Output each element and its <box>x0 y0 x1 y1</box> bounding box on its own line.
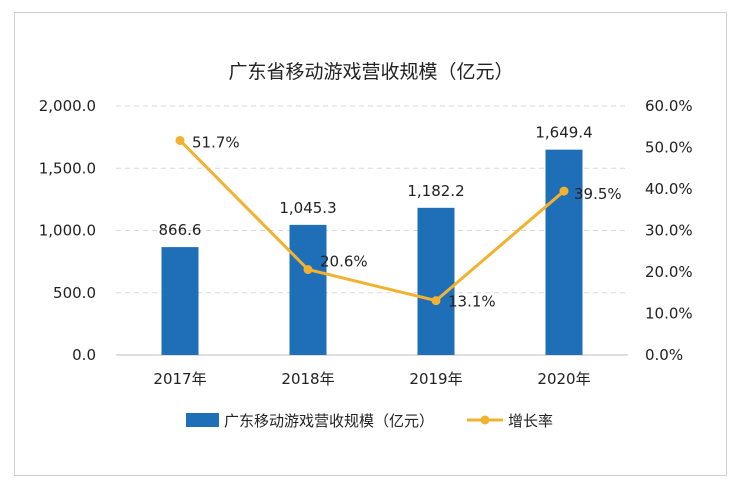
x-axis-tick-label: 2019年 <box>409 370 462 388</box>
legend-bar-label: 广东移动游戏营收规模（亿元） <box>224 412 434 430</box>
line-data-labels: 51.7% 20.6% 13.1% 39.5% <box>192 133 622 310</box>
bar-value-label: 1,649.4 <box>535 124 592 142</box>
legend-bar-swatch <box>186 413 219 427</box>
bar-value-label: 1,045.3 <box>279 199 336 217</box>
growth-rate-point <box>431 296 441 306</box>
right-axis-tick-label: 10.0% <box>645 305 693 323</box>
growth-rate-point <box>175 135 185 145</box>
left-axis-tick-label: 2,000.0 <box>39 97 96 115</box>
right-axis-tick-label: 0.0% <box>645 346 683 364</box>
growth-rate-label: 20.6% <box>320 253 368 271</box>
bar-value-label: 866.6 <box>159 221 202 239</box>
line-series <box>175 135 569 306</box>
growth-rate-label: 13.1% <box>448 293 496 311</box>
x-axis-tick-label: 2018年 <box>281 370 334 388</box>
growth-rate-label: 51.7% <box>192 133 240 151</box>
left-axis-tick-label: 1,500.0 <box>39 159 96 177</box>
x-axis-ticks: 2017年 2018年 2019年 2020年 <box>153 370 590 388</box>
growth-rate-point <box>303 265 313 275</box>
right-axis-tick-label: 60.0% <box>645 97 693 115</box>
right-axis-ticks: 0.0% 10.0% 20.0% 30.0% 40.0% 50.0% 60.0% <box>645 97 693 364</box>
growth-rate-point <box>559 186 569 196</box>
bar-data-labels: 866.6 1,045.3 1,182.2 1,649.4 <box>159 124 593 239</box>
bar <box>161 247 199 355</box>
bar-value-label: 1,182.2 <box>407 182 464 200</box>
right-axis-tick-label: 30.0% <box>645 222 693 240</box>
growth-rate-label: 39.5% <box>574 185 622 203</box>
bar <box>417 207 455 355</box>
gridlines <box>116 105 628 356</box>
x-axis-tick-label: 2020年 <box>537 370 590 388</box>
right-axis-tick-label: 40.0% <box>645 180 693 198</box>
chart-frame <box>14 12 727 476</box>
chart-title: 广东省移动游戏营收规模（亿元） <box>228 61 513 83</box>
legend-line-marker <box>480 415 490 425</box>
x-axis-tick-label: 2017年 <box>153 370 206 388</box>
bar-series <box>161 149 583 355</box>
left-axis-tick-label: 500.0 <box>53 284 96 302</box>
right-axis-tick-label: 20.0% <box>645 263 693 281</box>
bar <box>289 224 327 355</box>
legend: 广东移动游戏营收规模（亿元） 增长率 <box>186 412 553 430</box>
growth-rate-line <box>178 139 565 303</box>
legend-line-label: 增长率 <box>508 412 553 430</box>
bar <box>545 149 583 355</box>
right-axis-tick-label: 50.0% <box>645 139 693 157</box>
left-axis-tick-label: 1,000.0 <box>39 222 96 240</box>
left-axis-ticks: 0.0 500.0 1,000.0 1,500.0 2,000.0 <box>39 97 96 364</box>
left-axis-tick-label: 0.0 <box>72 346 96 364</box>
